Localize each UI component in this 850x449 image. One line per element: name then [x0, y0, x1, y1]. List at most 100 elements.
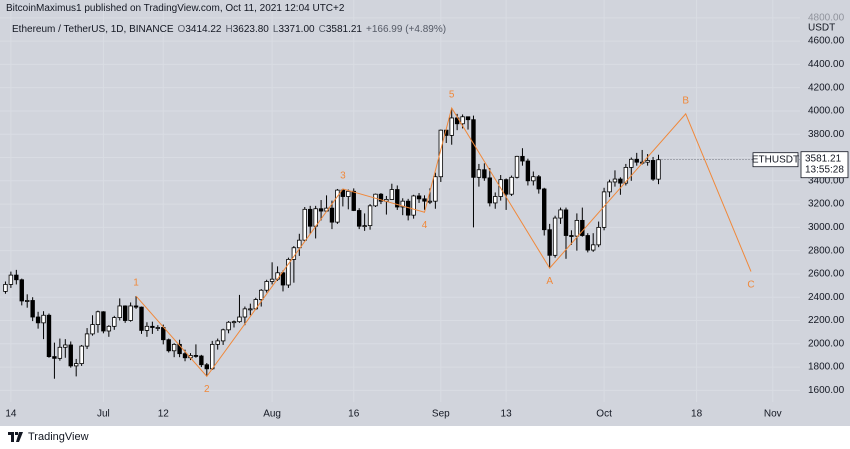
candle-body — [231, 321, 237, 324]
candle-body — [395, 189, 400, 208]
y-tick-label: 4800.00 — [808, 12, 845, 23]
publisher-line: BitcoinMaximus1 published on TradingView… — [6, 3, 345, 14]
ohlc-value: 3623.80 — [232, 24, 269, 35]
candle-body — [286, 258, 291, 286]
wave-label: 2 — [204, 384, 210, 395]
candle-body — [389, 189, 395, 200]
candle-body — [63, 344, 68, 348]
candle-body — [427, 200, 433, 203]
candle-body — [302, 208, 307, 241]
y-tick-label: 2600.00 — [808, 269, 845, 280]
candle-body — [525, 160, 531, 182]
candle-body — [542, 188, 547, 231]
wave-label: 1 — [133, 278, 139, 289]
ohlc-value: 3581.21 — [325, 24, 362, 35]
y-tick-label: 1600.00 — [808, 385, 845, 396]
candle-body — [362, 225, 367, 228]
candle-body — [133, 305, 139, 308]
candle-body — [177, 343, 182, 355]
candle-body — [182, 353, 188, 359]
candle-body — [580, 219, 585, 236]
y-tick-label: 3200.00 — [808, 199, 845, 210]
candle-body — [264, 281, 269, 291]
candle-body — [465, 116, 471, 121]
candle-body — [308, 208, 313, 227]
candle-body — [35, 316, 41, 324]
candle-body — [607, 181, 612, 193]
candle-body — [30, 300, 35, 318]
candle-body — [57, 346, 63, 359]
candle-body — [101, 311, 106, 332]
candle-body — [422, 198, 427, 202]
candle-body — [248, 308, 253, 311]
candle-body — [210, 343, 215, 370]
candle-body — [318, 208, 324, 212]
candle-body — [547, 229, 552, 256]
candle-body — [144, 325, 150, 331]
candle-body — [449, 117, 454, 136]
ohlc-value: 3371.00 — [278, 24, 315, 35]
x-tick-label: Sep — [432, 409, 450, 420]
candle-body — [482, 169, 487, 179]
y-tick-label: 2400.00 — [808, 292, 845, 303]
y-tick-label: 4200.00 — [808, 82, 845, 93]
candle-body — [117, 305, 122, 318]
candle-body — [155, 327, 161, 329]
candle-body — [601, 191, 607, 228]
candle-body — [106, 325, 112, 332]
candle-body — [438, 129, 444, 178]
candle-body — [514, 155, 520, 178]
candle-body — [84, 333, 90, 347]
candle-body — [536, 176, 541, 190]
candle-body — [46, 314, 52, 357]
wave-label: 4 — [422, 220, 428, 231]
candle-body — [122, 305, 128, 321]
symbol-tag — [752, 152, 799, 168]
axis-unit: USDT — [808, 22, 835, 33]
x-tick-label: Aug — [263, 409, 281, 420]
y-tick-label: 1800.00 — [808, 362, 845, 373]
candle-body — [41, 314, 46, 324]
wave-line — [135, 106, 752, 378]
candle-body — [590, 244, 596, 251]
y-tick-label: 2200.00 — [808, 315, 845, 326]
candle-body — [378, 193, 384, 202]
candle-body — [596, 226, 601, 246]
candle-body — [242, 308, 248, 318]
candle-body — [8, 274, 14, 285]
brand-logo — [8, 432, 23, 442]
candle-body — [161, 327, 166, 341]
candle-body — [569, 235, 574, 237]
price-tag — [800, 151, 849, 179]
ohlc-key: H — [225, 24, 233, 35]
y-tick-label: 4600.00 — [808, 36, 845, 47]
y-tick-label: 3000.00 — [808, 222, 845, 233]
wave-label: 3 — [340, 171, 346, 182]
change-value: +166.99 (+4.89%) — [365, 24, 447, 35]
candle-body — [346, 190, 351, 197]
candle-body — [351, 190, 356, 211]
candle-body — [139, 306, 144, 331]
candle-body — [574, 219, 580, 237]
candle-body — [650, 160, 656, 180]
ohlc-value: 3414.22 — [185, 24, 222, 35]
x-tick-label: Jul — [97, 409, 110, 420]
candle-body — [623, 167, 629, 184]
y-tick-label: 4000.00 — [808, 106, 845, 117]
candle-body — [356, 210, 362, 227]
candle-body — [612, 178, 618, 183]
candle-body — [400, 200, 405, 208]
candle-body — [215, 340, 220, 345]
candle-body — [79, 345, 84, 364]
candle-body — [14, 274, 19, 281]
candle-body — [618, 178, 623, 184]
candle-body — [454, 117, 460, 125]
x-tick-label: Nov — [764, 409, 782, 420]
candle-body — [645, 160, 650, 163]
x-tick-label: 18 — [691, 409, 703, 420]
y-tick-label: 2800.00 — [808, 245, 845, 256]
candle-body — [460, 116, 465, 125]
countdown-label: 13:55:28 — [805, 164, 844, 175]
